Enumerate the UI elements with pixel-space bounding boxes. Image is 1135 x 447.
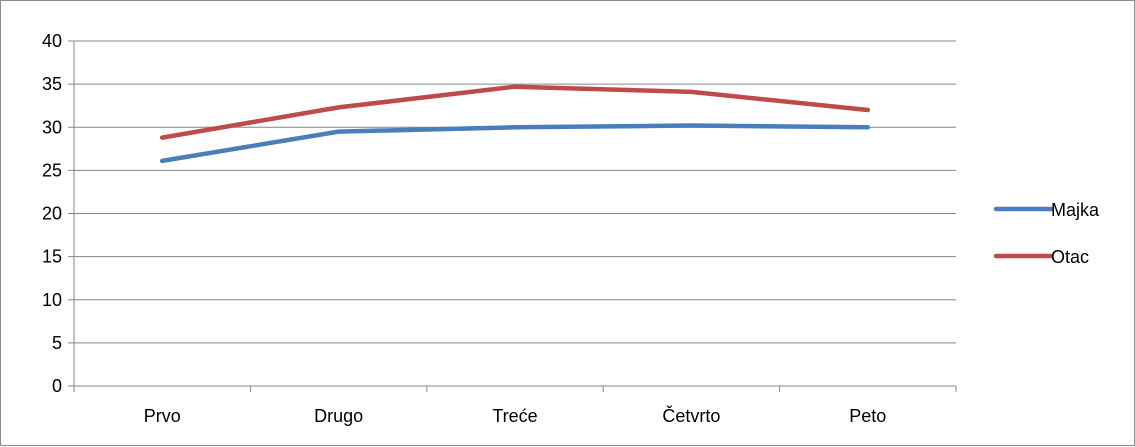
y-tick-label: 20 bbox=[42, 204, 62, 224]
y-tick-label: 5 bbox=[52, 333, 62, 353]
y-tick-label: 0 bbox=[52, 376, 62, 396]
axes bbox=[68, 41, 956, 392]
x-tick-label: Drugo bbox=[314, 406, 363, 426]
series-lines bbox=[162, 87, 868, 161]
y-tick-label: 30 bbox=[42, 117, 62, 137]
legend-label-majka: Majka bbox=[1051, 200, 1100, 220]
series-line-otac bbox=[162, 87, 868, 138]
tick-labels: 0 5 10 15 20 25 30 35 40 Prvo Drugo Treće Četvrto Pet… bbox=[42, 31, 886, 426]
x-tick-label: Prvo bbox=[144, 406, 181, 426]
y-tick-label: 25 bbox=[42, 160, 62, 180]
x-tick-label: Peto bbox=[849, 406, 886, 426]
y-tick-label: 35 bbox=[42, 74, 62, 94]
series-line-majka bbox=[162, 126, 868, 161]
legend-label-otac: Otac bbox=[1051, 247, 1089, 267]
x-tick-label: Četvrto bbox=[662, 405, 720, 426]
y-tick-label: 15 bbox=[42, 247, 62, 267]
x-tick-label: Treće bbox=[492, 406, 537, 426]
y-tick-label: 40 bbox=[42, 31, 62, 51]
legend: Majka Otac bbox=[996, 200, 1100, 267]
y-tick-label: 10 bbox=[42, 290, 62, 310]
